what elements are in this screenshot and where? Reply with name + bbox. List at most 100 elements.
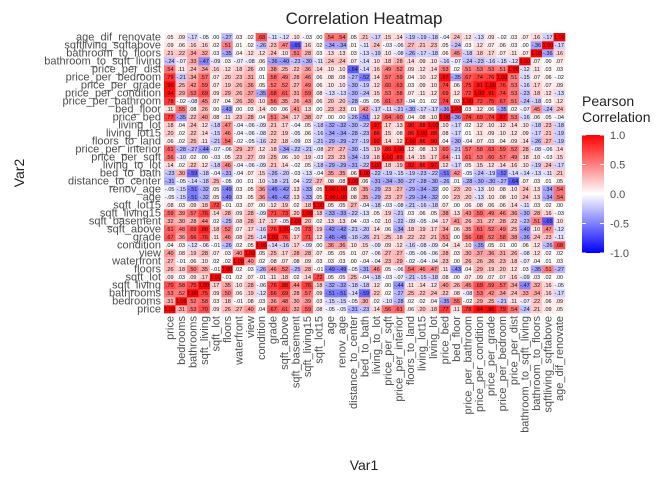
heatmap-cell xyxy=(312,249,325,258)
heatmap-cell-value: -.05 xyxy=(165,195,174,201)
heatmap-cell-value: .03 xyxy=(510,43,518,49)
heatmap-cell xyxy=(530,65,543,74)
heatmap-cell-value: .22 xyxy=(372,291,380,297)
heatmap-cell-value: .14 xyxy=(510,123,518,129)
heatmap-cell xyxy=(347,305,360,314)
heatmap-cell-value: .38 xyxy=(303,115,311,121)
heatmap-cell-value: -.22 xyxy=(348,211,357,217)
heatmap-cell-value: .07 xyxy=(533,59,541,65)
heatmap-cell xyxy=(244,81,256,90)
heatmap-cell-value: .32 xyxy=(292,307,300,313)
heatmap-cell xyxy=(186,233,199,242)
heatmap-cell-value: .00 xyxy=(326,115,334,121)
heatmap-cell xyxy=(175,297,188,306)
heatmap-cell xyxy=(335,193,348,202)
heatmap-cell xyxy=(290,145,302,154)
x-axis-tick-label: price_per_bedroom xyxy=(497,316,509,411)
heatmap-cell xyxy=(290,249,302,258)
heatmap-cell xyxy=(393,241,405,250)
heatmap-cell xyxy=(347,273,360,282)
heatmap-cell xyxy=(473,225,486,234)
heatmap-cell xyxy=(496,273,509,282)
legend-tick-label: 0.0 xyxy=(610,189,625,201)
heatmap-cell-value: .08 xyxy=(441,131,449,137)
heatmap-cell-value: .20 xyxy=(498,267,506,273)
heatmap-cell xyxy=(404,33,417,42)
heatmap-cell xyxy=(278,161,291,170)
heatmap-cell-value: .45 xyxy=(200,99,208,105)
heatmap-cell-value: .09 xyxy=(544,307,552,313)
heatmap-cell-value: -.26 xyxy=(532,139,541,145)
heatmap-cell-value: .14 xyxy=(418,283,426,289)
heatmap-cell-value: .29 xyxy=(235,147,243,153)
heatmap-cell-value: -.24 xyxy=(520,99,529,105)
heatmap-cell xyxy=(278,233,291,242)
heatmap-cell xyxy=(198,225,211,234)
heatmap-cell-value: .22 xyxy=(269,139,277,145)
heatmap-cell xyxy=(290,305,302,314)
heatmap-cell xyxy=(164,121,176,130)
heatmap-cell xyxy=(301,89,314,98)
heatmap-cell xyxy=(301,193,314,202)
heatmap-cell xyxy=(496,153,509,162)
heatmap-cell xyxy=(450,249,463,258)
heatmap-cell xyxy=(244,201,256,210)
heatmap-cell-value: .09 xyxy=(235,211,243,217)
heatmap-cell xyxy=(438,129,451,138)
x-axis-tick-label: bathroom_to_floors xyxy=(531,316,543,411)
heatmap-cell-value: -.07 xyxy=(451,59,460,65)
heatmap-cell-value: .28 xyxy=(303,251,311,257)
heatmap-cell-value: .06 xyxy=(418,211,426,217)
heatmap-cell xyxy=(198,145,211,154)
heatmap-cell xyxy=(519,73,531,82)
heatmap-cell xyxy=(553,153,566,162)
heatmap-cell-value: .08 xyxy=(326,179,334,185)
heatmap-cell-value: .08 xyxy=(189,107,197,113)
heatmap-cell xyxy=(393,289,405,298)
heatmap-cell xyxy=(164,225,176,234)
heatmap-cell xyxy=(438,289,451,298)
heatmap-cell-value: -.13 xyxy=(360,211,369,217)
heatmap-cell-value: 1.00 xyxy=(325,195,336,201)
heatmap-cell xyxy=(267,65,279,74)
y-axis-tick-label: sqft_basement xyxy=(89,216,161,228)
heatmap-cell xyxy=(221,177,234,186)
heatmap-cell-value: .53 xyxy=(384,91,392,97)
heatmap-cell xyxy=(404,145,417,154)
heatmap-cell-value: .88 xyxy=(200,227,208,233)
heatmap-cell-value: .40 xyxy=(246,259,254,265)
heatmap-cell xyxy=(198,209,211,218)
heatmap-cell-value: .12 xyxy=(372,283,380,289)
heatmap-cell-value: .26 xyxy=(235,91,243,97)
heatmap-cell xyxy=(484,281,497,290)
heatmap-cell-value: .24 xyxy=(269,51,277,57)
heatmap-cell xyxy=(221,89,234,98)
heatmap-cell xyxy=(358,177,371,186)
heatmap-cell-value: .23 xyxy=(326,107,334,113)
heatmap-cell-value: .51 xyxy=(510,99,518,105)
heatmap-cell xyxy=(370,209,382,218)
heatmap-cell-value: .02 xyxy=(246,43,254,49)
heatmap-cell-value: -.32 xyxy=(337,123,346,129)
heatmap-cell-value: -.14 xyxy=(348,291,357,297)
heatmap-cell-value: -.08 xyxy=(394,51,403,57)
heatmap-cell xyxy=(438,193,451,202)
heatmap-cell xyxy=(484,57,497,66)
heatmap-cell-value: .09 xyxy=(212,291,220,297)
heatmap-cell xyxy=(381,233,394,242)
heatmap-cell xyxy=(198,305,211,314)
heatmap-cell xyxy=(221,153,234,162)
heatmap-cell-value: .00 xyxy=(452,235,460,241)
heatmap-cell xyxy=(381,129,394,138)
heatmap-cell xyxy=(335,121,348,130)
heatmap-cell xyxy=(221,41,234,50)
heatmap-cell-value: .19 xyxy=(280,131,288,137)
heatmap-cell xyxy=(324,273,337,282)
heatmap-cell xyxy=(530,113,543,122)
heatmap-cell xyxy=(507,241,520,250)
heatmap-cell-value: .09 xyxy=(487,35,495,41)
heatmap-cell-value: 1.00 xyxy=(313,203,324,209)
heatmap-cell xyxy=(209,241,222,250)
x-axis-title: Var1 xyxy=(350,457,379,473)
heatmap-cell xyxy=(232,57,245,66)
